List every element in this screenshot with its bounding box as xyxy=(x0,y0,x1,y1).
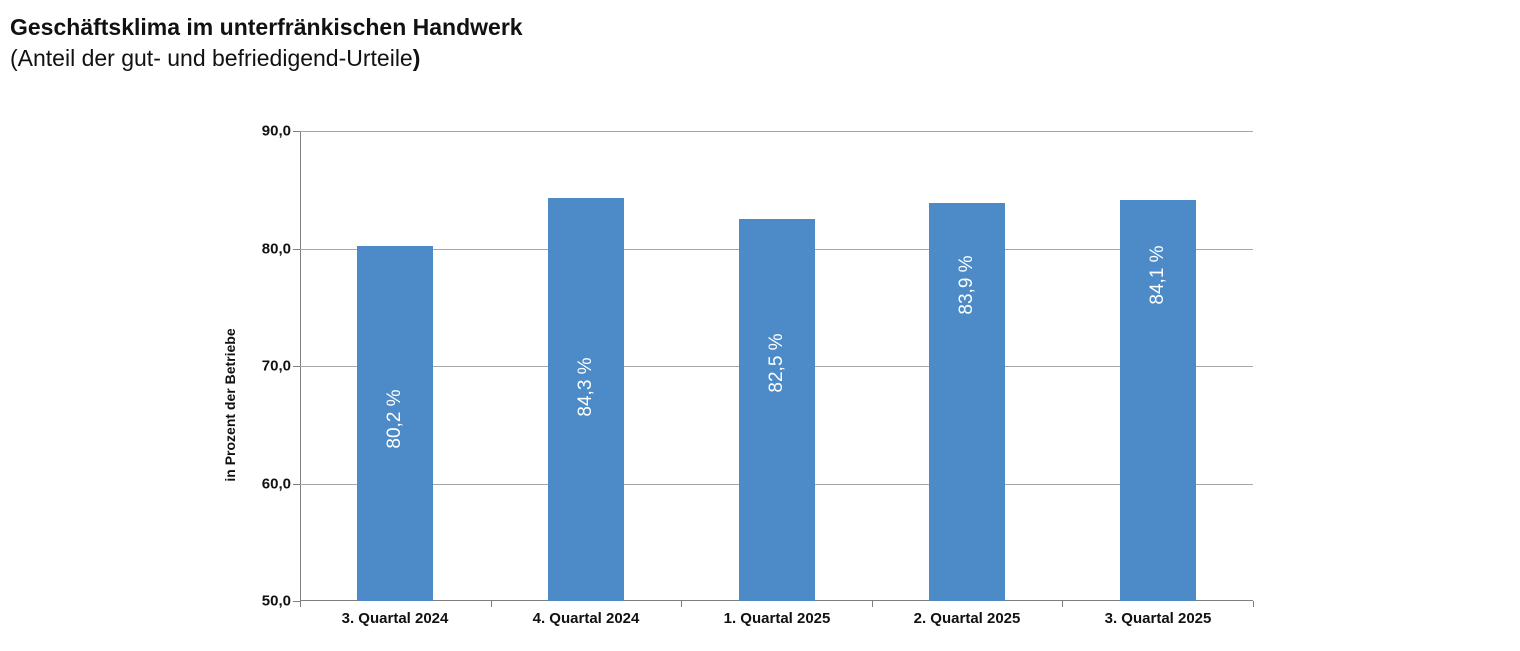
y-tick-label: 60,0 xyxy=(261,475,291,493)
gridline xyxy=(300,131,1253,132)
x-tick-mark xyxy=(491,601,492,607)
bar: 84,1 % xyxy=(1120,200,1196,601)
bar: 82,5 % xyxy=(739,219,815,601)
bar-value-label: 83,9 % xyxy=(956,255,977,315)
y-tick-mark xyxy=(293,366,300,367)
x-category-label: 4. Quartal 2024 xyxy=(532,610,640,627)
bar: 84,3 % xyxy=(548,198,624,601)
y-tick-label: 50,0 xyxy=(261,592,291,610)
bar: 80,2 % xyxy=(357,246,433,601)
y-tick-label: 80,0 xyxy=(261,240,291,258)
chart-subtitle-closing-paren: ) xyxy=(412,45,421,71)
y-axis-title: in Prozent der Betriebe xyxy=(222,328,238,482)
x-category-label: 2. Quartal 2025 xyxy=(913,610,1021,627)
bar-value-label: 82,5 % xyxy=(766,333,787,393)
y-tick-mark xyxy=(293,484,300,485)
y-tick-mark xyxy=(293,249,300,250)
x-tick-mark xyxy=(872,601,873,607)
bar-value-label: 84,1 % xyxy=(1147,245,1168,305)
x-category-label: 3. Quartal 2024 xyxy=(341,610,449,627)
x-category-label: 3. Quartal 2025 xyxy=(1104,610,1212,627)
chart-subtitle-text: (Anteil der gut- und befriedigend-Urteil… xyxy=(10,45,413,71)
y-tick-label: 90,0 xyxy=(261,122,291,140)
plot-area: 80,2 % 84,3 % 82,5 % 83,9 % 84,1 % xyxy=(300,131,1253,601)
chart-subtitle: (Anteil der gut- und befriedigend-Urteil… xyxy=(10,43,523,74)
bar-value-label: 80,2 % xyxy=(384,389,405,449)
x-tick-mark xyxy=(681,601,682,607)
y-tick-mark xyxy=(293,601,300,602)
chart-title: Geschäftsklima im unterfränkischen Handw… xyxy=(10,14,523,40)
y-tick-label: 70,0 xyxy=(261,357,291,375)
x-tick-mark xyxy=(1062,601,1063,607)
y-tick-mark xyxy=(293,131,300,132)
x-tick-mark xyxy=(300,601,301,607)
title-block: Geschäftsklima im unterfränkischen Handw… xyxy=(10,12,523,74)
x-tick-mark xyxy=(1253,601,1254,607)
bar: 83,9 % xyxy=(929,203,1005,601)
bar-value-label: 84,3 % xyxy=(575,357,596,417)
x-category-label: 1. Quartal 2025 xyxy=(723,610,831,627)
